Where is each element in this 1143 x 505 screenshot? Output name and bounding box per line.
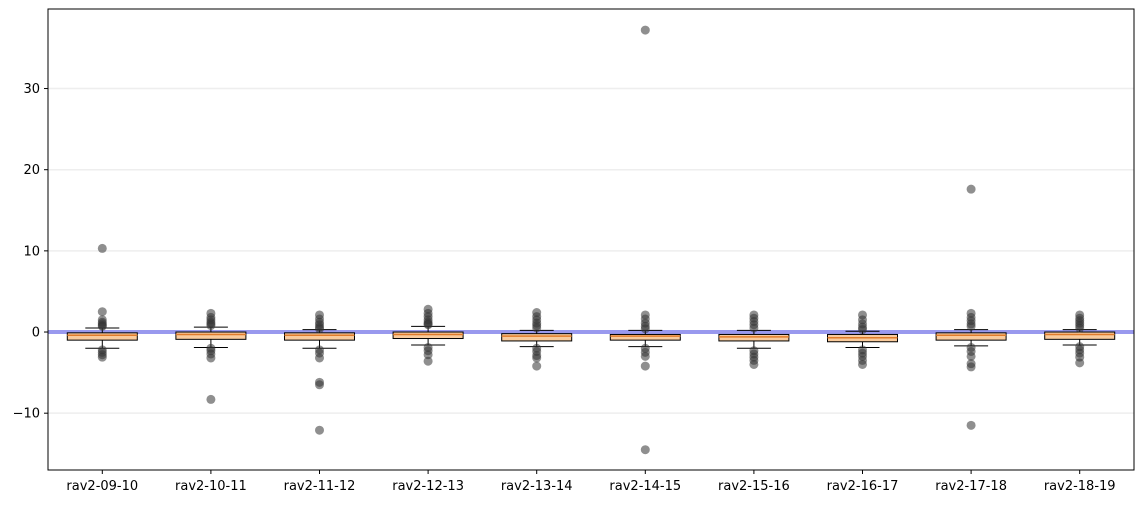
outlier-point — [640, 445, 650, 455]
outlier-point — [858, 325, 867, 335]
outlier-point — [97, 243, 107, 253]
outlier-point — [423, 320, 433, 330]
x-tick-label: rav2-18-19 — [1044, 479, 1116, 494]
box-body — [501, 333, 573, 342]
outlier-point — [206, 394, 216, 404]
outlier-point — [640, 25, 650, 35]
box-group — [284, 310, 355, 435]
outlier-point — [640, 351, 650, 361]
x-tick-label: rav2-16-17 — [827, 479, 899, 494]
axes: −10 0 10 20 30 rav2-09-10 rav2-10-11 rav2-11-12… — [13, 82, 1116, 494]
y-tick-label: 10 — [23, 244, 40, 259]
outlier-point — [206, 353, 216, 363]
x-tick-label: rav2-13-14 — [501, 479, 573, 494]
outlier-point — [966, 184, 976, 194]
outlier-point — [315, 353, 324, 363]
outlier-point — [532, 361, 542, 371]
outlier-point — [315, 324, 324, 334]
outlier-point — [315, 380, 324, 390]
x-tick-label: rav2-12-13 — [392, 479, 464, 494]
outlier-point — [315, 425, 324, 435]
outlier-point — [97, 352, 107, 362]
box-body — [1044, 331, 1116, 340]
box-group — [392, 304, 464, 366]
outlier-point — [423, 350, 433, 360]
outlier-point — [966, 362, 976, 372]
box-group — [609, 25, 681, 455]
box-group — [175, 308, 247, 404]
outlier-point — [532, 353, 542, 363]
y-tick-label: −10 — [13, 407, 40, 422]
outlier-point — [966, 351, 976, 361]
outlier-point — [1075, 323, 1085, 333]
x-tick-label: rav2-15-16 — [718, 479, 790, 494]
outlier-point — [966, 420, 976, 430]
outlier-point — [640, 324, 650, 334]
outlier-point — [97, 307, 107, 317]
box-group — [66, 243, 138, 362]
outlier-point — [749, 359, 759, 369]
box-group — [718, 310, 790, 369]
plot-frame — [47, 8, 1135, 471]
box-group — [501, 308, 573, 371]
outlier-point — [749, 323, 759, 333]
x-tick-label: rav2-11-12 — [284, 479, 356, 494]
y-tick-label: 20 — [23, 163, 40, 178]
box-body — [175, 331, 247, 340]
box-body — [284, 332, 355, 341]
outlier-point — [640, 361, 650, 371]
y-tick-label: 0 — [32, 326, 40, 341]
box-group — [827, 310, 898, 369]
box-body — [935, 332, 1007, 341]
outlier-point — [206, 321, 216, 331]
x-tick-label: rav2-09-10 — [66, 479, 138, 494]
outlier-point — [858, 359, 867, 369]
box-body — [66, 332, 138, 341]
outlier-point — [97, 321, 107, 331]
outlier-point — [1075, 358, 1085, 368]
box-group — [1044, 310, 1116, 368]
box-body — [718, 333, 790, 342]
box-body — [392, 331, 464, 340]
outlier-point — [423, 356, 433, 366]
box-series — [66, 25, 1116, 455]
box-group — [935, 184, 1007, 430]
x-tick-label: rav2-17-18 — [935, 479, 1007, 494]
outlier-point — [966, 321, 976, 331]
box-body — [609, 333, 681, 341]
y-tick-label: 30 — [23, 82, 40, 97]
x-tick-label: rav2-10-11 — [175, 479, 247, 494]
x-tick-label: rav2-14-15 — [609, 479, 681, 494]
outlier-point — [532, 323, 542, 333]
